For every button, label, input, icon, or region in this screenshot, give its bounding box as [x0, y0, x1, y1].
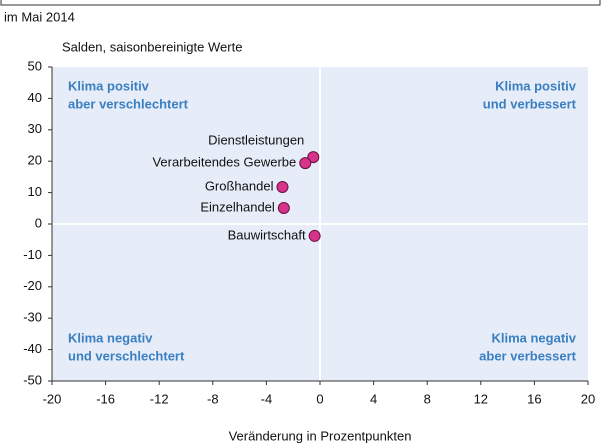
subtitle: Salden, saisonbereinigte Werte — [62, 39, 242, 54]
y-tick-label: -20 — [23, 278, 42, 293]
point — [277, 201, 290, 214]
point — [276, 180, 289, 193]
point-label: Einzelhandel — [200, 199, 275, 214]
y-tick-label: 50 — [28, 58, 42, 73]
x-tick-label: 12 — [474, 391, 488, 406]
point — [308, 229, 321, 242]
x-tick-label: -16 — [96, 391, 115, 406]
y-tick-label: -30 — [23, 310, 42, 325]
x-tick-label: -8 — [207, 391, 219, 406]
y-tick-label: -50 — [23, 372, 42, 387]
x-tick-label: 8 — [424, 391, 431, 406]
point — [299, 157, 312, 170]
y-tick-label: 20 — [28, 153, 42, 168]
y-tick-label: 30 — [28, 121, 42, 136]
quadrant-annotation: Klima positiv — [495, 78, 577, 93]
x-tick-label: 16 — [527, 391, 541, 406]
y-tick-label: 0 — [35, 215, 42, 230]
point-label: Dienstleistungen — [208, 133, 304, 148]
x-tick-label: -12 — [150, 391, 169, 406]
quadrant-annotation: Klima positiv — [68, 78, 150, 93]
x-tick-label: -4 — [261, 391, 273, 406]
frame — [0, 0, 601, 6]
point-label: Bauwirtschaft — [228, 227, 306, 242]
x-tick-label: 4 — [370, 391, 377, 406]
quadrant-annotation: Klima negativ — [68, 330, 153, 345]
x-tick-label: 0 — [316, 391, 323, 406]
x-tick-label: 20 — [581, 391, 595, 406]
quadrant-annotation: aber verschlechtert — [68, 96, 189, 111]
x-tick-label: -20 — [43, 391, 62, 406]
y-tick-label: 10 — [28, 184, 42, 199]
quadrant-annotation: aber verbessert — [479, 348, 577, 363]
x-axis-label: Veränderung in Prozentpunkten — [229, 428, 412, 443]
y-tick-label: 40 — [28, 90, 42, 105]
point — [307, 151, 320, 164]
point-label: Verarbeitendes Gewerbe — [152, 155, 296, 170]
quadrant-annotation: Klima negativ — [491, 330, 576, 345]
point-label: Großhandel — [205, 178, 274, 193]
chart-title: im Mai 2014 — [4, 9, 75, 24]
quadrant-annotation: und verschlechtert — [68, 348, 185, 363]
y-tick-label: -40 — [23, 341, 42, 356]
quadrant-annotation: und verbessert — [483, 96, 577, 111]
y-tick-label: -10 — [23, 247, 42, 262]
